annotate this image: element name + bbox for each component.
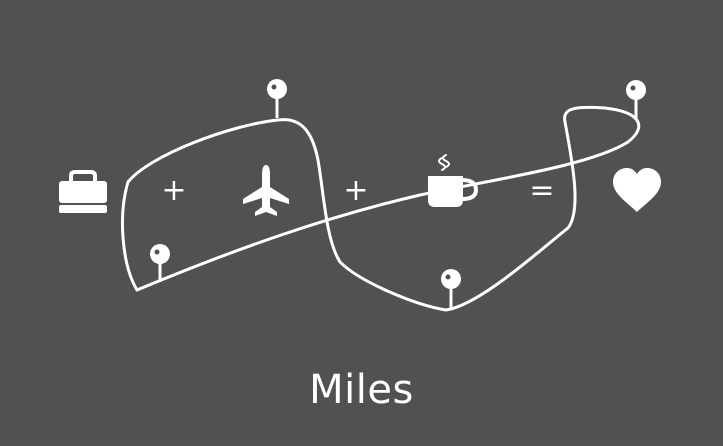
equals-operator: = <box>529 173 555 208</box>
route-path <box>121 105 641 312</box>
map-pin-icon <box>267 79 287 118</box>
briefcase-icon <box>59 170 107 213</box>
caption-title: Miles <box>309 367 414 413</box>
airplane-icon <box>243 165 289 216</box>
map-pin-icon <box>626 80 646 118</box>
heart-icon <box>613 168 661 212</box>
coffee-cup-icon <box>428 154 479 207</box>
plus-operator: + <box>343 173 369 208</box>
plus-operator: + <box>161 173 187 208</box>
map-pin-icon <box>441 269 461 308</box>
map-pin-icon <box>150 244 170 282</box>
